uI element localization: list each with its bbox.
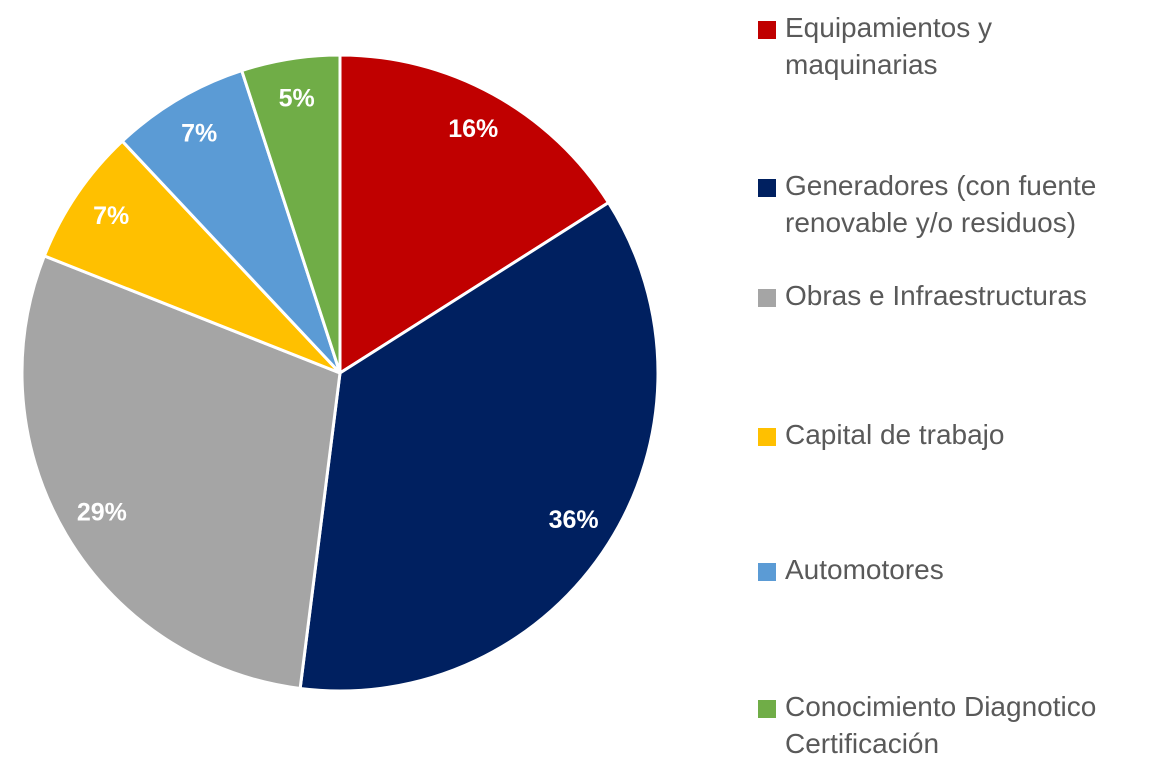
data-label: 7% — [181, 119, 217, 147]
legend-line: Equipamientos y — [785, 12, 992, 43]
legend-line: Automotores — [785, 554, 944, 585]
data-label: 5% — [279, 84, 315, 112]
legend-label: Equipamientos y maquinarias — [785, 12, 992, 80]
pie-slice — [338, 53, 611, 376]
legend-line: maquinarias — [785, 49, 938, 80]
legend-swatch — [758, 563, 776, 581]
legend-swatch — [758, 289, 776, 307]
legend-line: Conocimiento Diagnotico — [785, 691, 1096, 722]
legend-line: Capital de trabajo — [785, 419, 1004, 450]
data-label: 7% — [93, 202, 129, 230]
pie-slice — [20, 253, 342, 691]
data-label: 29% — [77, 498, 127, 526]
legend-swatch — [758, 179, 776, 197]
legend-label: Obras e Infraestructuras — [785, 280, 1087, 311]
legend-line: renovable y/o residuos) — [785, 207, 1076, 238]
legend-swatch — [758, 428, 776, 446]
legend-label: Automotores — [785, 554, 944, 585]
legend-swatch — [758, 21, 776, 39]
legend-swatch — [758, 700, 776, 718]
legend-label: Conocimiento Diagnotico Certificación — [785, 691, 1096, 759]
pie-slice — [239, 53, 342, 374]
data-label: 16% — [448, 115, 498, 143]
pie-slice — [120, 68, 342, 375]
legend-label: Capital de trabajo — [785, 419, 1004, 450]
data-label: 36% — [549, 506, 599, 534]
pie-slice — [298, 200, 660, 693]
legend-line: Generadores (con fuente — [785, 170, 1096, 201]
pie-slice — [42, 139, 342, 375]
legend-line: Certificación — [785, 728, 939, 759]
legend-line: Obras e Infraestructuras — [785, 280, 1087, 311]
legend-label: Generadores (con fuente renovable y/o res… — [785, 170, 1096, 238]
